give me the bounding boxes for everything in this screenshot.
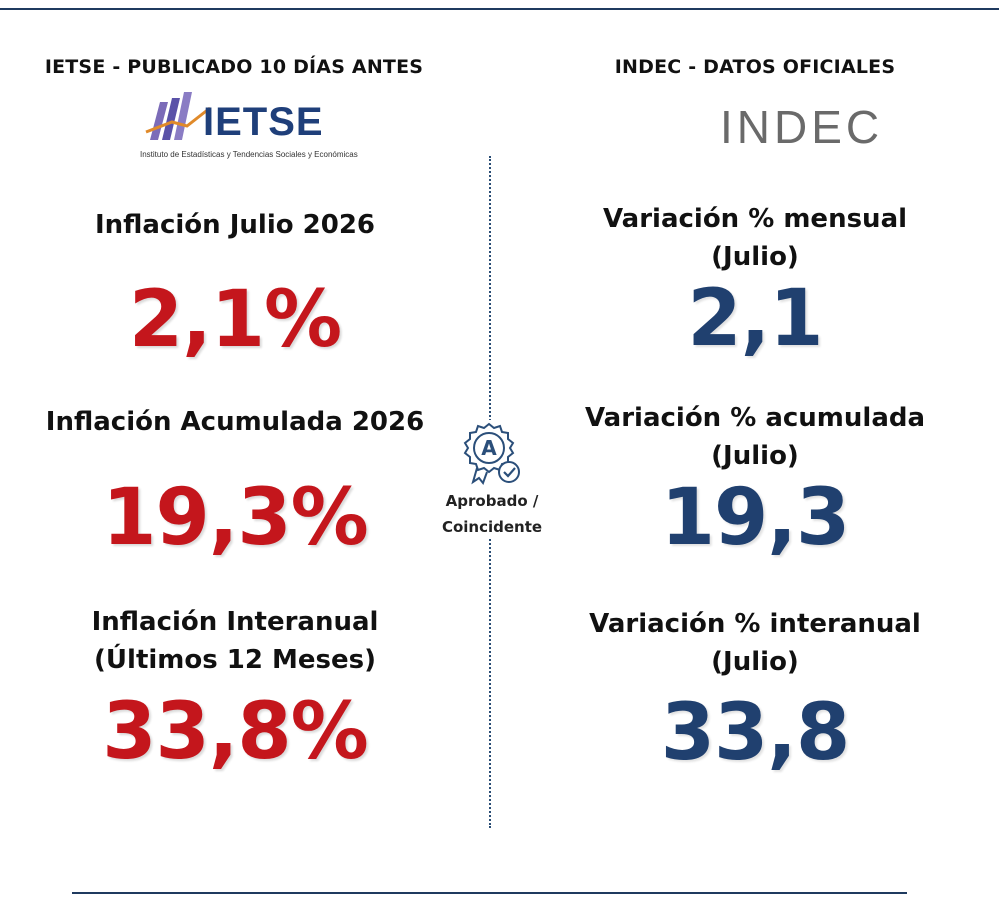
indec-label-yoy: Variación % interanual	[589, 609, 921, 639]
ietse-label-accumulated: Inflación Acumulada 2026	[45, 407, 425, 437]
ietse-logo: IETSE Instituto de Estadísticas y Tenden…	[140, 92, 358, 162]
indec-value-accumulated: 19,3	[660, 473, 850, 563]
indec-label-monthly: Variación % mensual	[602, 204, 908, 234]
ietse-label-monthly: Inflación Julio 2026	[94, 210, 376, 240]
award-seal-icon: A	[463, 422, 520, 486]
badge-line2: Coincidente	[441, 518, 543, 536]
approved-badge: A Aprobado / Coincidente	[440, 420, 544, 538]
indec-label-yoy-sub: (Julio)	[711, 647, 799, 677]
bottom-rule	[72, 892, 907, 894]
indec-heading: INDEC - DATOS OFICIALES	[614, 56, 896, 78]
ietse-label-yoy: Inflación Interanual	[91, 607, 379, 637]
ietse-value-yoy: 33,8%	[102, 687, 369, 777]
indec-logo: INDEC	[720, 101, 884, 153]
ietse-value-monthly: 2,1%	[128, 275, 342, 365]
ietse-value-accumulated: 19,3%	[102, 473, 369, 563]
ietse-label-yoy-sub: (Últimos 12 Meses)	[94, 645, 376, 675]
indec-label-accumulated-sub: (Julio)	[711, 441, 799, 471]
indec-value-monthly: 2,1	[687, 274, 823, 364]
indec-label-monthly-sub: (Julio)	[711, 242, 799, 272]
ietse-bars-icon	[145, 92, 211, 140]
top-rule	[0, 8, 999, 10]
badge-letter: A	[481, 436, 497, 460]
ietse-heading: IETSE - PUBLICADO 10 DÍAS ANTES	[44, 56, 424, 78]
ietse-logo-subtitle: Instituto de Estadísticas y Tendencias S…	[140, 150, 358, 159]
ietse-logo-text: IETSE	[203, 100, 324, 144]
indec-value-yoy: 33,8	[660, 688, 850, 778]
indec-label-accumulated: Variación % acumulada	[584, 403, 926, 433]
badge-line1: Aprobado /	[445, 492, 539, 510]
